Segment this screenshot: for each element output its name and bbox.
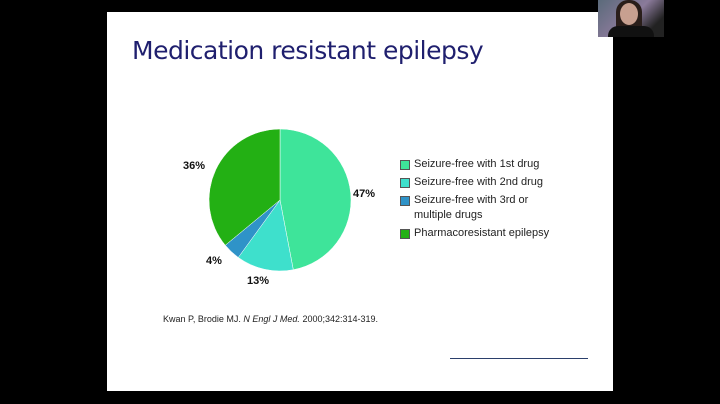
legend-label: Pharmacoresistant epilepsy bbox=[414, 227, 550, 239]
participant-face bbox=[620, 3, 638, 25]
pie-label-2: 4% bbox=[206, 255, 222, 267]
footer-divider bbox=[450, 358, 588, 359]
legend-swatch bbox=[400, 178, 410, 188]
participant-body bbox=[608, 26, 654, 37]
legend-swatch bbox=[400, 160, 410, 170]
legend-label: Seizure-free with 3rd or multiple drugs bbox=[414, 194, 529, 221]
legend-swatch bbox=[400, 196, 410, 206]
legend-item: Seizure-free with 2nd drug bbox=[400, 175, 549, 190]
legend-label: Seizure-free with 2nd drug bbox=[414, 176, 544, 188]
slide-title: Medication resistant epilepsy bbox=[132, 36, 484, 65]
legend-item: Seizure-free with 3rd or multiple drugs bbox=[400, 193, 549, 223]
citation-authors: Kwan P, Brodie MJ. bbox=[163, 314, 241, 324]
citation: Kwan P, Brodie MJ. N Engl J Med. 2000;34… bbox=[163, 314, 378, 324]
pie-label-3: 36% bbox=[183, 160, 206, 172]
legend-item: Pharmacoresistant epilepsy bbox=[400, 226, 549, 241]
legend-item: Seizure-free with 1st drug bbox=[400, 157, 549, 172]
citation-journal: N Engl J Med. bbox=[243, 314, 300, 324]
pie-slice-3 bbox=[208, 128, 281, 246]
legend-swatch bbox=[400, 229, 410, 239]
legend-label: Seizure-free with 1st drug bbox=[414, 158, 540, 170]
chart-legend: Seizure-free with 1st drug Seizure-free … bbox=[400, 157, 549, 244]
pie-label-0: 47% bbox=[353, 188, 376, 200]
pie-slice-0 bbox=[279, 128, 352, 271]
pie-chart bbox=[208, 128, 352, 272]
pie-label-1: 13% bbox=[247, 275, 270, 287]
webcam-thumbnail[interactable] bbox=[598, 0, 664, 37]
citation-details: 2000;342:314-319. bbox=[302, 314, 379, 324]
pie-slice-1 bbox=[237, 199, 294, 272]
presentation-slide: Medication resistant epilepsy 47% 13% 4%… bbox=[107, 12, 613, 391]
